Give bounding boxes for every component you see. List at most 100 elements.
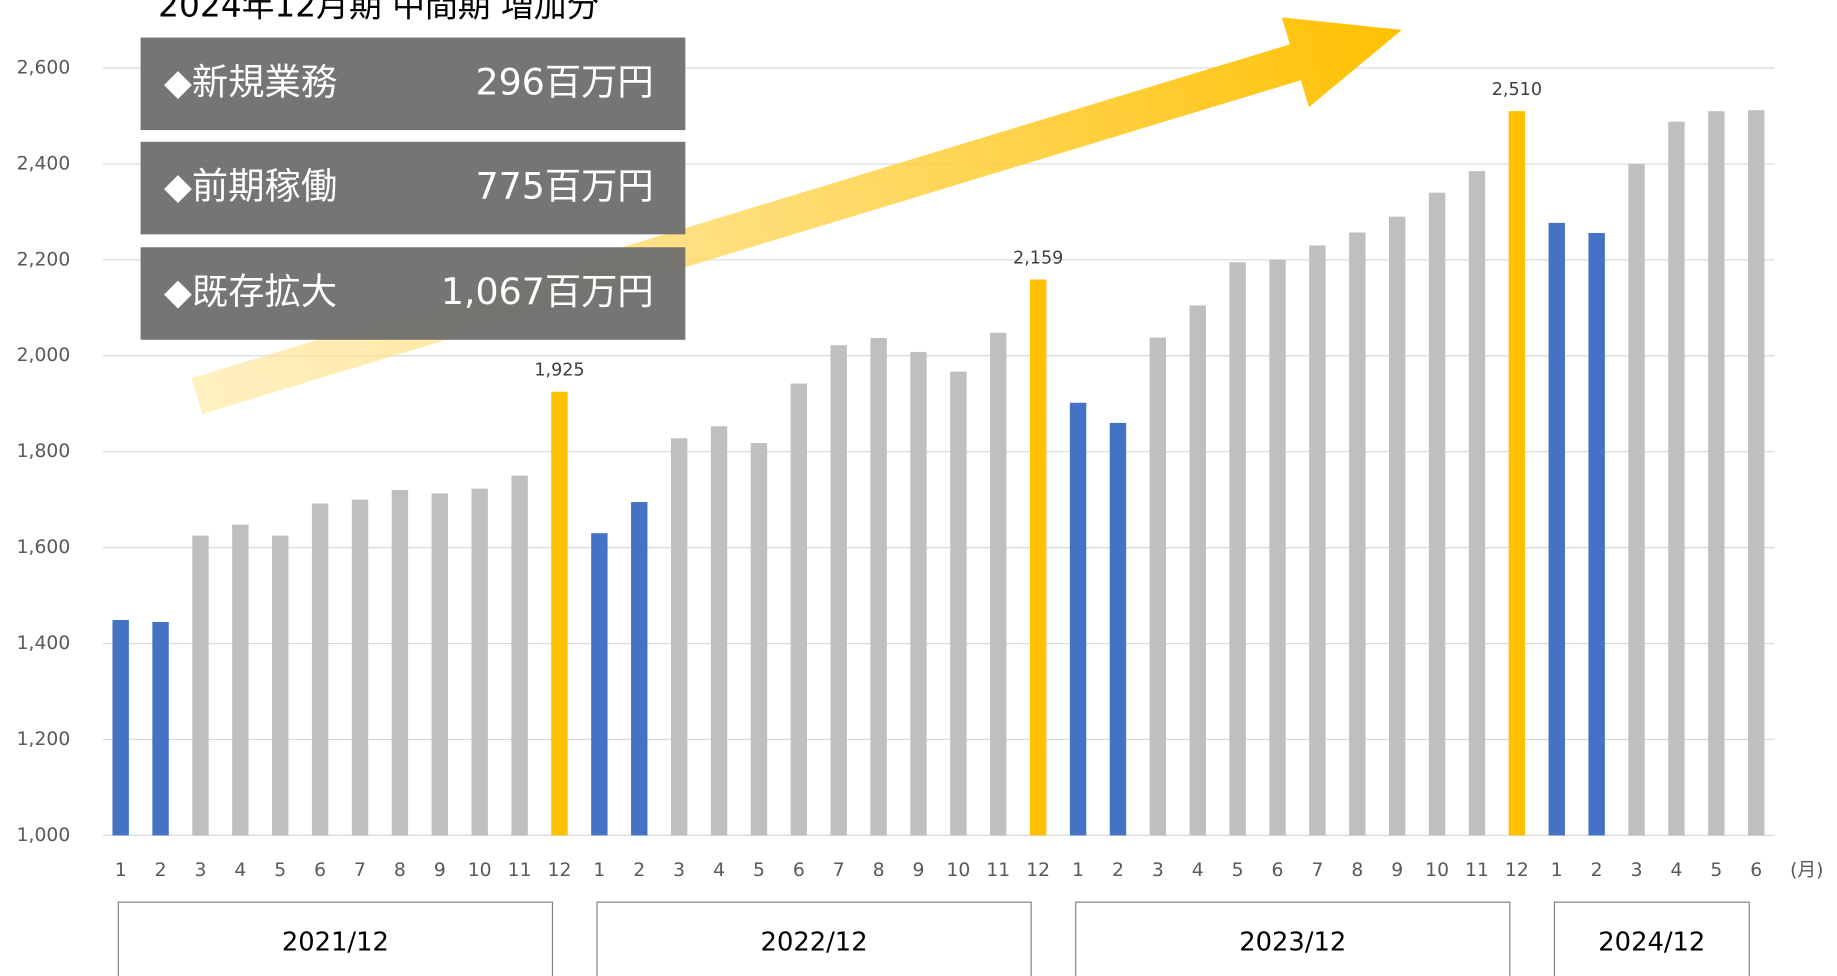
x-tick-label: 8 — [873, 860, 885, 881]
x-unit: (月) — [1790, 860, 1823, 881]
annotation-amount: 1,067百万円 — [441, 270, 654, 313]
bar — [591, 533, 608, 836]
x-tick-label: 10 — [946, 860, 970, 881]
x-tick-label: 1 — [1551, 860, 1563, 881]
bar — [1388, 216, 1406, 836]
x-tick-label: 12 — [1505, 860, 1529, 881]
y-tick-label: 2,000 — [17, 345, 71, 366]
group-box — [117, 901, 554, 976]
bar — [910, 351, 927, 836]
bar — [1029, 279, 1047, 836]
x-tick-label: 9 — [434, 860, 446, 881]
y-tick-label: 1,200 — [17, 729, 71, 750]
group-label: 2023/12 — [1239, 928, 1346, 958]
bar — [1189, 305, 1206, 836]
bar — [1588, 232, 1605, 836]
bar — [272, 535, 289, 836]
bar — [830, 345, 847, 836]
y-tick-label: 1,000 — [17, 825, 71, 846]
bar — [1428, 192, 1446, 836]
group-box — [1075, 901, 1511, 976]
bar — [152, 621, 169, 836]
x-tick-label: 11 — [508, 860, 532, 881]
group-box — [1553, 901, 1750, 976]
x-tick-label: 3 — [1631, 860, 1643, 881]
annotation-label: ◆既存拡大 — [164, 270, 337, 313]
x-tick-label: 2 — [633, 860, 645, 881]
bar — [1708, 111, 1725, 836]
bar — [351, 499, 369, 836]
bar — [471, 488, 488, 836]
bar — [311, 503, 329, 836]
bar — [391, 490, 409, 836]
bar — [1309, 245, 1326, 836]
bar — [1229, 262, 1246, 836]
x-tick-label: 12 — [1026, 860, 1050, 881]
x-tick-label: 5 — [753, 860, 765, 881]
x-tick-label: 4 — [713, 860, 725, 881]
x-tick-label: 1 — [1072, 860, 1084, 881]
x-tick-label: 1 — [115, 860, 127, 881]
x-tick-label: 7 — [354, 860, 366, 881]
x-tick-label: 6 — [1272, 860, 1284, 881]
chart-title: 2024年12月期 中間期 増加分 — [158, 0, 599, 25]
bar — [670, 438, 688, 836]
x-tick-label: 3 — [673, 860, 685, 881]
x-tick-label: 5 — [1710, 860, 1722, 881]
bar — [710, 426, 728, 836]
x-tick-label: 2 — [1591, 860, 1603, 881]
x-tick-label: 4 — [1192, 860, 1204, 881]
x-tick-label: 12 — [548, 860, 572, 881]
x-tick-label: 4 — [234, 860, 246, 881]
bar — [232, 524, 249, 836]
bar — [511, 475, 528, 836]
x-tick-label: 10 — [468, 860, 492, 881]
annotation-label: ◆新規業務 — [164, 60, 337, 103]
bar — [551, 391, 568, 836]
y-tick-label: 2,200 — [17, 249, 71, 270]
x-tick-label: 5 — [1232, 860, 1244, 881]
bar — [1109, 422, 1127, 836]
bar — [990, 332, 1007, 836]
bar — [750, 443, 768, 836]
bar — [1628, 163, 1645, 836]
annotation-box — [140, 247, 686, 340]
y-tick-label: 2,400 — [17, 153, 71, 174]
x-tick-label: 11 — [986, 860, 1010, 881]
bar — [1548, 222, 1565, 836]
bar — [1069, 402, 1087, 836]
x-tick-label: 8 — [394, 860, 406, 881]
y-tick-label: 1,600 — [17, 537, 71, 558]
group-label: 2024/12 — [1598, 928, 1705, 958]
bar — [112, 620, 129, 836]
x-tick-label: 8 — [1351, 860, 1363, 881]
x-tick-label: 2 — [155, 860, 167, 881]
labels: 1,000 1,200 1,400 1,600 1,800 2,000 2,200 2,400… — [17, 57, 1823, 976]
y-tick-label: 1,400 — [17, 633, 71, 654]
annotation-label: ◆前期稼働 — [164, 165, 337, 208]
x-tick-label: 6 — [314, 860, 326, 881]
y-tick-label: 2,600 — [17, 57, 71, 78]
bar — [1508, 111, 1526, 836]
x-tick-label: 11 — [1465, 860, 1489, 881]
annotation-box — [140, 37, 686, 131]
bar — [431, 493, 449, 836]
x-tick-label: 7 — [833, 860, 845, 881]
x-tick-label: 1 — [593, 860, 605, 881]
bar — [1668, 121, 1685, 836]
value-label: 2,510 — [1492, 80, 1542, 100]
annotation-amount: 296百万円 — [476, 60, 654, 103]
y-tick-label: 1,800 — [17, 441, 71, 462]
annotation-box — [140, 141, 686, 235]
bar — [950, 371, 967, 836]
x-tick-label: 4 — [1670, 860, 1682, 881]
x-tick-label: 3 — [194, 860, 206, 881]
bar — [1349, 232, 1366, 836]
group-label: 2022/12 — [761, 928, 868, 958]
value-label: 2,159 — [1013, 248, 1063, 268]
bar — [631, 502, 648, 836]
bar — [790, 383, 808, 836]
bar — [1748, 110, 1765, 836]
